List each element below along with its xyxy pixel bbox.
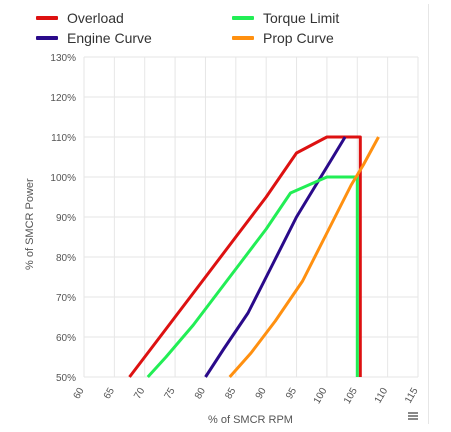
- y-tick-label: 50%: [56, 373, 76, 384]
- y-tick-label: 110%: [51, 133, 76, 144]
- x-tick-label: 95: [284, 386, 299, 402]
- x-tick-label: 70: [132, 386, 147, 402]
- y-axis-title: % of SMCR Power: [24, 178, 36, 270]
- legend-swatch-engine-curve: [36, 36, 58, 40]
- y-tick-label: 90%: [56, 213, 76, 224]
- legend-label-engine-curve: Engine Curve: [67, 30, 152, 46]
- x-tick-label: 115: [403, 386, 421, 406]
- legend-label-prop-curve: Prop Curve: [263, 30, 334, 46]
- legend-item-overload[interactable]: Overload: [36, 9, 124, 27]
- y-tick-label: 100%: [50, 173, 76, 184]
- legend-swatch-prop-curve: [232, 36, 254, 40]
- line-chart: 50% 60% 70% 80% 90% 100% 110% 120% 130% 60 65 70 75 8…: [50, 53, 421, 406]
- series-line-prop-curve: [228, 136, 380, 378]
- chart-legend: Overload Engine Curve Torque Limit Prop …: [4, 4, 428, 50]
- series-line-engine-curve: [204, 136, 347, 378]
- legend-swatch-torque-limit: [232, 16, 254, 20]
- x-tick-label: 80: [193, 386, 208, 402]
- chart-card: Overload Engine Curve Torque Limit Prop …: [4, 4, 429, 426]
- x-tick-label: 105: [342, 386, 360, 406]
- y-tick-label: 120%: [50, 93, 76, 104]
- legend-item-torque-limit[interactable]: Torque Limit: [232, 9, 339, 27]
- legend-item-engine-curve[interactable]: Engine Curve: [36, 29, 152, 47]
- y-tick-label: 70%: [56, 293, 76, 304]
- x-tick-label: 75: [163, 386, 178, 402]
- legend-swatch-overload: [36, 16, 58, 20]
- legend-label-overload: Overload: [67, 10, 124, 26]
- x-tick-label: 100: [312, 386, 330, 406]
- x-tick-label: 60: [72, 386, 87, 402]
- x-tick-label: 85: [223, 386, 238, 402]
- series-line-overload: [128, 135, 362, 378]
- x-tick-label: 90: [254, 386, 269, 402]
- legend-item-prop-curve[interactable]: Prop Curve: [232, 29, 334, 47]
- series-line-torque-limit: [146, 175, 359, 379]
- menu-icon[interactable]: [408, 412, 418, 420]
- legend-label-torque-limit: Torque Limit: [263, 10, 340, 26]
- x-tick-label: 110: [373, 386, 391, 406]
- y-tick-label: 60%: [56, 333, 76, 344]
- y-tick-label: 130%: [50, 53, 76, 64]
- y-tick-label: 80%: [56, 253, 76, 264]
- x-tick-label: 65: [102, 386, 117, 402]
- x-axis-title: % of SMCR RPM: [208, 414, 293, 426]
